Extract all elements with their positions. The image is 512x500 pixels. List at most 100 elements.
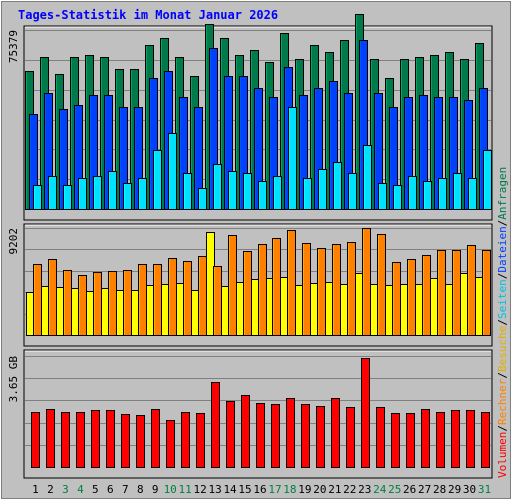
x-tick-label: 12 <box>194 483 207 496</box>
bar-volumen-day-4 <box>76 412 85 468</box>
x-tick-label: 10 <box>164 483 177 496</box>
bar-seiten-day-7 <box>123 183 132 210</box>
bar-besucher-day-1 <box>33 264 42 336</box>
bar-besucher-day-18 <box>287 230 296 336</box>
bar-volumen-day-7 <box>121 414 130 468</box>
bar-seiten-day-8 <box>138 178 147 210</box>
bar-besucher-day-19 <box>302 243 311 336</box>
y-max-label-top: 75379 <box>7 30 20 63</box>
panel-bottom: 3.65 GB <box>7 349 493 479</box>
bar-body <box>392 262 401 336</box>
bar-body <box>183 261 192 336</box>
bar-volumen-day-15 <box>241 395 250 468</box>
bar-body <box>467 245 476 336</box>
bar-body <box>377 234 386 336</box>
bar-seiten-day-11 <box>183 173 192 210</box>
bar-seiten-day-13 <box>213 164 222 210</box>
legend-item-besuche: Besuche <box>496 326 509 372</box>
bar-body <box>452 250 461 336</box>
bar-body <box>213 164 222 210</box>
x-tick-label: 31 <box>478 483 491 496</box>
bar-volumen-day-30 <box>466 410 475 468</box>
bar-body <box>48 176 57 210</box>
bar-body <box>63 270 72 336</box>
bar-body <box>316 406 325 468</box>
bar-body <box>318 169 327 210</box>
bar-volumen-day-14 <box>226 401 235 468</box>
bar-body <box>287 230 296 336</box>
legend-separator: / <box>496 220 509 227</box>
bar-seiten-day-17 <box>273 176 282 210</box>
bar-volumen-day-23 <box>361 358 370 468</box>
bar-besucher-day-3 <box>63 270 72 336</box>
bar-body <box>78 178 87 210</box>
x-tick-label: 28 <box>433 483 446 496</box>
x-tick-label: 21 <box>328 483 341 496</box>
bar-volumen-day-25 <box>391 413 400 468</box>
bar-volumen-day-26 <box>406 413 415 468</box>
bar-body <box>407 259 416 336</box>
bar-body <box>258 181 267 210</box>
bar-volumen-day-29 <box>451 410 460 468</box>
x-tick-label: 2 <box>47 483 54 496</box>
x-tick-label: 29 <box>448 483 461 496</box>
bar-body <box>376 407 385 468</box>
x-tick-label: 19 <box>298 483 311 496</box>
legend-item-anfragen: Anfragen <box>496 167 509 220</box>
bar-volumen-day-3 <box>61 412 70 468</box>
bar-body <box>61 412 70 468</box>
bar-body <box>108 271 117 336</box>
bar-besucher-day-23 <box>362 228 371 336</box>
bar-volumen-day-17 <box>271 404 280 468</box>
bar-seiten-day-16 <box>258 181 267 210</box>
bar-besucher-day-20 <box>317 248 326 336</box>
bar-body <box>183 173 192 210</box>
legend: Volumen/Rechner/Besuche/Seiten/Dateien/A… <box>496 167 509 478</box>
bar-besucher-day-25 <box>392 262 401 336</box>
bar-besucher-day-9 <box>153 264 162 336</box>
x-tick-label: 30 <box>463 483 476 496</box>
bar-besucher-day-2 <box>48 259 57 336</box>
bar-besucher-day-27 <box>422 255 431 336</box>
bar-volumen-day-5 <box>91 410 100 468</box>
bar-body <box>301 404 310 468</box>
bar-body <box>153 264 162 336</box>
x-tick-label: 8 <box>137 483 144 496</box>
panel-top: 75379 <box>7 14 493 221</box>
bar-besucher-day-10 <box>168 258 177 336</box>
bar-body <box>391 413 400 468</box>
bar-seiten-day-25 <box>393 185 402 210</box>
bar-volumen-day-24 <box>376 407 385 468</box>
x-tick-label: 13 <box>208 483 221 496</box>
bar-body <box>108 171 117 210</box>
legend-separator: / <box>496 425 509 432</box>
bar-body <box>123 183 132 210</box>
bar-body <box>271 404 280 468</box>
bar-besucher-day-4 <box>78 275 87 336</box>
bar-body <box>466 410 475 468</box>
bar-body <box>273 176 282 210</box>
x-tick-label: 9 <box>152 483 159 496</box>
bar-body <box>211 382 220 468</box>
bar-seiten-day-19 <box>303 178 312 210</box>
bar-seiten-day-2 <box>48 176 57 210</box>
bar-seiten-day-22 <box>348 173 357 210</box>
bar-body <box>363 145 372 210</box>
bar-volumen-day-27 <box>421 409 430 468</box>
x-tick-label: 20 <box>313 483 326 496</box>
bar-body <box>453 173 462 210</box>
bar-body <box>481 412 490 468</box>
bar-body <box>451 410 460 468</box>
bar-besucher-day-31 <box>482 250 491 336</box>
bar-body <box>436 412 445 468</box>
bar-body <box>33 185 42 210</box>
bar-body <box>256 403 265 468</box>
x-axis-labels: 1 2 3 4 5 6 7 8 9 10 11 12 13 14 15 16 17 18 19 20 21 22 23 24 2… <box>32 483 491 496</box>
x-tick-label: 4 <box>77 483 84 496</box>
bar-seiten-day-31 <box>483 150 492 210</box>
x-tick-label: 16 <box>253 483 266 496</box>
bar-body <box>482 250 491 336</box>
bar-body <box>196 413 205 468</box>
bar-seiten-day-5 <box>93 176 102 210</box>
